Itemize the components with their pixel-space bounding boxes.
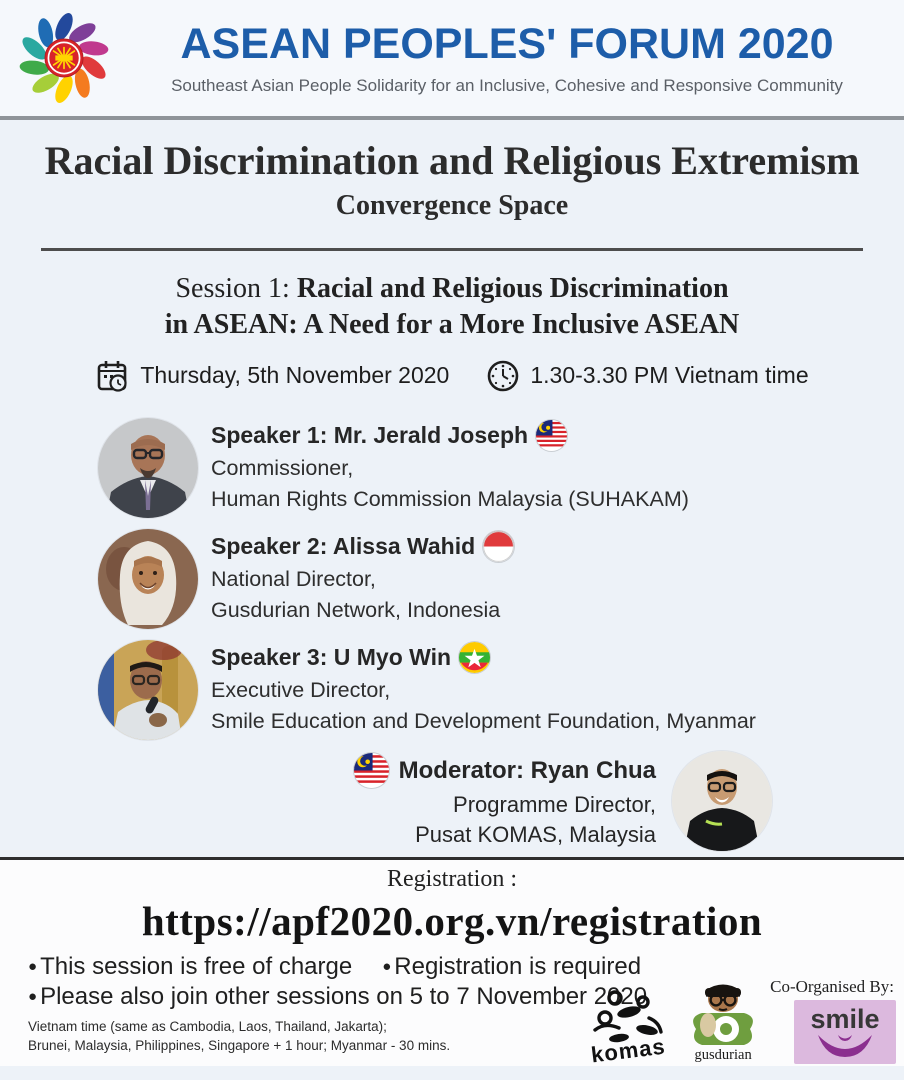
clock-icon	[488, 360, 519, 392]
main-body: Racial Discrimination and Religious Extr…	[0, 120, 904, 851]
speaker2-photo	[98, 528, 198, 629]
speaker2-name: Speaker 2: Alissa Wahid	[211, 532, 476, 559]
speaker-row-3: Speaker 3: U Myo Win Executive Director,…	[98, 639, 904, 740]
calendar-icon	[98, 360, 127, 392]
indonesia-flag-icon	[483, 530, 515, 562]
timezone-note: Vietnam time (same as Cambodia, Laos, Th…	[28, 1017, 904, 1056]
moderator-row: Moderator: Ryan Chua Programme Director,…	[0, 750, 772, 851]
speaker3-role: Executive Director,	[211, 677, 391, 702]
session-time: 1.30-3.30 PM Vietnam time	[530, 362, 809, 389]
smile-wordmark: smile	[810, 1004, 880, 1035]
moderator-org: Pusat KOMAS, Malaysia	[415, 822, 656, 848]
moderator-role: Programme Director,	[453, 792, 656, 818]
timezone-line2: Brunei, Malaysia, Philippines, Singapore…	[28, 1038, 451, 1054]
divider	[41, 248, 863, 251]
divider	[0, 856, 904, 860]
speaker-row-1: Speaker 1: Mr. Jerald Joseph	[98, 417, 904, 518]
gusdurian-logo-icon	[693, 984, 754, 1045]
session-heading: Session 1: Racial and Religious Discrimi…	[0, 271, 904, 344]
speaker1-org: Human Rights Commission Malaysia (SUHAKA…	[211, 486, 689, 511]
session-title-line2: in ASEAN: A Need for a More Inclusive AS…	[164, 309, 740, 341]
notes: ● This session is free of charge ● Regis…	[28, 953, 904, 1011]
speaker2-org: Gusdurian Network, Indonesia	[211, 597, 501, 622]
page-title: ASEAN PEOPLES' FORUM 2020	[180, 20, 834, 69]
myanmar-flag-icon	[459, 641, 491, 673]
bullet-icon: ●	[382, 958, 392, 976]
moderator-name: Moderator: Ryan Chua	[398, 756, 656, 784]
moderator-photo	[672, 750, 772, 851]
session-prefix: Session 1:	[175, 273, 297, 304]
co-organised-label: Co-Organised By:	[770, 976, 894, 996]
note-other-sessions: Please also join other sessions on 5 to …	[40, 982, 648, 1010]
speaker1-role: Commissioner,	[211, 455, 354, 480]
organiser-logos: komas gusdurian Co-Organised By: smile	[580, 977, 896, 1067]
note-registration-required: Registration is required	[394, 952, 642, 980]
timezone-line1: Vietnam time (same as Cambodia, Laos, Th…	[28, 1018, 387, 1034]
speaker-list: Speaker 1: Mr. Jerald Joseph	[98, 417, 904, 740]
gusdurian-wordmark: gusdurian	[694, 1046, 752, 1063]
speaker3-name: Speaker 3: U Myo Win	[211, 643, 452, 670]
event-subtitle: Convergence Space	[335, 190, 569, 221]
malaysia-flag-icon	[353, 753, 389, 789]
malaysia-flag-icon	[536, 419, 568, 451]
bullet-icon: ●	[28, 988, 38, 1006]
smile-curve-icon	[818, 1035, 872, 1058]
gusdurian-logo: gusdurian	[684, 977, 762, 1064]
smile-logo: Co-Organised By: smile	[770, 977, 896, 1064]
date-time-row: Thursday, 5th November 2020 1.30-3.30 PM…	[0, 358, 904, 394]
session-date: Thursday, 5th November 2020	[140, 362, 450, 389]
registration-heading: Registration :	[387, 865, 517, 892]
speaker1-name: Speaker 1: Mr. Jerald Joseph	[211, 421, 529, 448]
speaker-row-2: Speaker 2: Alissa Wahid National Directo…	[98, 528, 904, 629]
speaker1-photo	[98, 417, 198, 518]
speaker2-role: National Director,	[211, 566, 376, 591]
registration-url[interactable]: https://apf2020.org.vn/registration	[141, 897, 763, 944]
event-title: Racial Discrimination and Religious Extr…	[44, 138, 860, 183]
smile-logo-box: smile	[794, 999, 896, 1064]
komas-logo: komas	[580, 988, 676, 1067]
footer: Registration : https://apf2020.org.vn/re…	[0, 859, 904, 1067]
komas-logo-icon	[593, 990, 663, 1042]
page-subtitle: Southeast Asian People Solidarity for an…	[171, 75, 843, 95]
speaker3-photo	[98, 639, 198, 740]
session-title-line1: Racial and Religious Discrimination	[296, 273, 729, 304]
asean-spiral-logo-icon	[19, 13, 109, 103]
header: ASEAN PEOPLES' FORUM 2020 Southeast Asia…	[0, 0, 904, 120]
speaker3-org: Smile Education and Development Foundati…	[211, 708, 756, 733]
note-free-of-charge: This session is free of charge	[40, 952, 353, 980]
bullet-icon: ●	[28, 958, 38, 976]
apf-logo	[0, 6, 128, 110]
